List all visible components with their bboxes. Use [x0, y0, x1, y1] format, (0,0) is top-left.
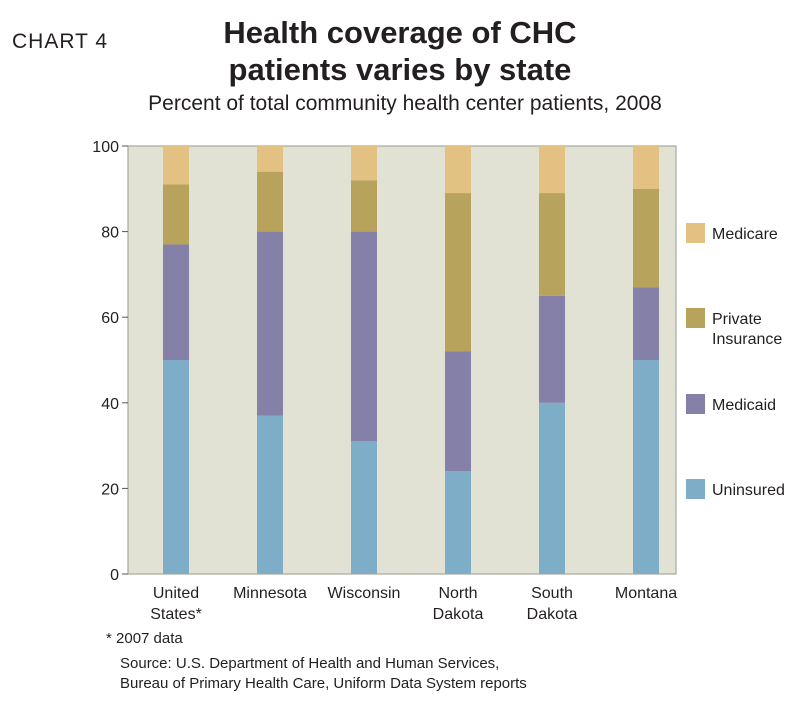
- stacked-bar-chart: 0 20 40 60 80 100 United States* Minnesota Wiscon…: [92, 139, 785, 623]
- bar-segment-uninsured: [163, 360, 189, 574]
- chart-title-line-1: Health coverage of CHC: [223, 15, 577, 50]
- bar-segment-medicare: [257, 146, 283, 172]
- chart-number-label: CHART 4: [12, 30, 109, 53]
- bar-segment-private-insurance: [257, 171, 283, 232]
- bar-segment-medicare: [539, 146, 565, 194]
- bar-segment-medicaid: [351, 231, 377, 442]
- bar-segment-medicare: [633, 146, 659, 189]
- y-tick-label: 40: [101, 396, 119, 413]
- x-tick-label: North Dakota: [433, 585, 484, 623]
- legend-label: Medicaid: [712, 397, 776, 414]
- plot-area: [127, 145, 677, 575]
- bar-segment-medicare: [163, 146, 189, 185]
- bar-segment-medicaid: [257, 231, 283, 416]
- bar-segment-private-insurance: [445, 193, 471, 352]
- x-tick-label-line: Montana: [615, 585, 677, 602]
- legend-label: Private Insurance: [712, 311, 782, 348]
- bar-segment-private-insurance: [633, 188, 659, 288]
- legend-label: Uninsured: [712, 482, 785, 499]
- y-tick-label: 80: [101, 225, 119, 242]
- y-tick-label: 20: [101, 481, 119, 498]
- bar-segment-medicare: [445, 146, 471, 194]
- x-tick-label-line: North: [438, 585, 477, 602]
- x-tick-label: Wisconsin: [328, 585, 401, 602]
- bar-segment-uninsured: [539, 402, 565, 574]
- x-tick-label-line: Wisconsin: [328, 585, 401, 602]
- chart-title-line-2: patients varies by state: [228, 52, 572, 87]
- bar-segment-uninsured: [445, 471, 471, 574]
- x-tick-label-line: Dakota: [527, 606, 578, 623]
- x-tick-label: United States*: [150, 585, 202, 623]
- y-tick-label: 0: [110, 567, 119, 584]
- source-line-1: Source: U.S. Department of Health and Hu…: [120, 655, 500, 672]
- bar-segment-uninsured: [257, 415, 283, 574]
- x-tick-label-line: Minnesota: [233, 585, 307, 602]
- footnote: * 2007 data: [106, 630, 183, 647]
- bar-segment-medicare: [351, 146, 377, 181]
- x-tick-label: South Dakota: [527, 585, 578, 623]
- bar-segment-uninsured: [351, 441, 377, 574]
- source-note: Source: U.S. Department of Health and Hu…: [120, 654, 527, 694]
- x-tick-label: Montana: [615, 585, 677, 602]
- x-tick-label-line: Dakota: [433, 606, 484, 623]
- source-line-2: Bureau of Primary Health Care, Uniform D…: [120, 675, 527, 692]
- x-tick-label: Minnesota: [233, 585, 307, 602]
- bar-segment-medicaid: [445, 351, 471, 472]
- x-tick-label-line: South: [531, 585, 573, 602]
- y-tick-label: 100: [92, 139, 119, 156]
- legend-label: Medicare: [712, 226, 778, 243]
- chart-subtitle: Percent of total community health center…: [148, 92, 662, 115]
- chart-title: Health coverage of CHC patients varies b…: [130, 14, 670, 88]
- bar-segment-private-insurance: [351, 180, 377, 232]
- bar-segment-medicaid: [633, 287, 659, 360]
- legend-swatch: [686, 479, 705, 499]
- legend-swatch: [686, 394, 705, 414]
- y-tick-label: 60: [101, 310, 119, 327]
- legend-swatch: [686, 223, 705, 243]
- bar-segment-private-insurance: [539, 193, 565, 296]
- legend-label-line: Private: [712, 311, 762, 328]
- bar-segment-uninsured: [633, 360, 659, 574]
- bar-segment-private-insurance: [163, 184, 189, 245]
- bar-segment-medicaid: [163, 244, 189, 360]
- legend-label-line: Medicare: [712, 226, 778, 243]
- legend-label-line: Insurance: [712, 331, 782, 348]
- bar-segment-medicaid: [539, 295, 565, 403]
- legend-label-line: Uninsured: [712, 482, 785, 499]
- legend-label-line: Medicaid: [712, 397, 776, 414]
- legend-swatch: [686, 308, 705, 328]
- x-tick-label-line: States*: [150, 606, 202, 623]
- x-tick-label-line: United: [153, 585, 199, 602]
